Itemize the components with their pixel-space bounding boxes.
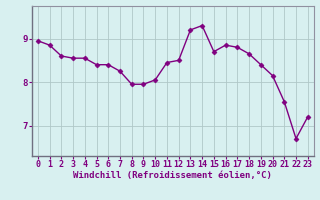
X-axis label: Windchill (Refroidissement éolien,°C): Windchill (Refroidissement éolien,°C) — [73, 171, 272, 180]
